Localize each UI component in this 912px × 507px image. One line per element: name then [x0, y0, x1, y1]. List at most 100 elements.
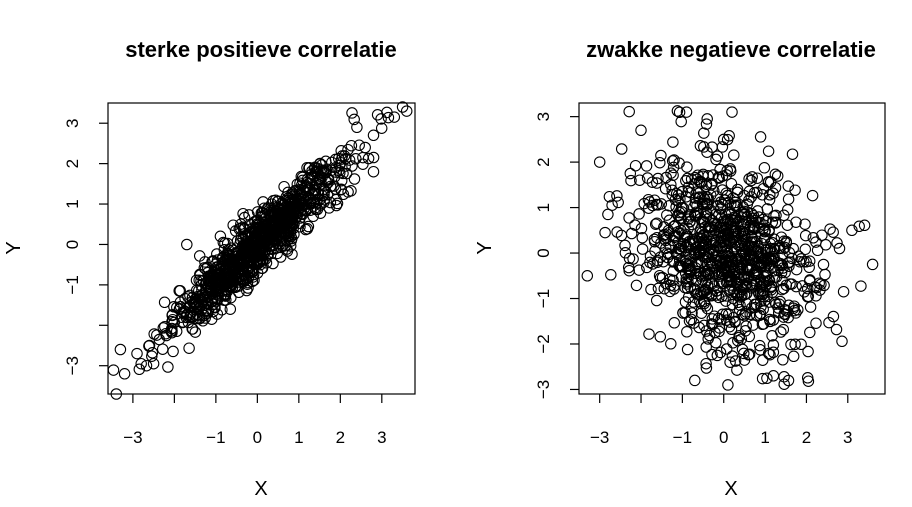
- data-point: [672, 195, 684, 207]
- data-point: [676, 185, 689, 198]
- data-point: [674, 193, 686, 205]
- data-point: [264, 230, 277, 243]
- data-point: [803, 261, 815, 274]
- data-point: [803, 275, 816, 287]
- data-point: [209, 301, 221, 314]
- data-point: [715, 313, 727, 326]
- data-point: [846, 224, 858, 237]
- data-point: [811, 244, 824, 257]
- data-point: [190, 274, 203, 286]
- data-point: [715, 196, 727, 208]
- data-point: [625, 174, 637, 187]
- data-point: [706, 348, 718, 361]
- data-point: [265, 243, 278, 256]
- data-point: [773, 242, 786, 254]
- data-point: [785, 278, 798, 290]
- y-tick-label: −3: [534, 380, 553, 399]
- data-point: [672, 243, 685, 255]
- data-point: [707, 244, 720, 257]
- y-axis: −3 −1 0 1 2 3: [63, 118, 108, 375]
- data-point: [335, 183, 347, 196]
- data-point: [330, 199, 343, 212]
- data-point: [715, 202, 727, 214]
- data-point: [755, 257, 768, 269]
- data-point: [682, 248, 695, 261]
- data-point: [665, 338, 677, 350]
- data-point: [745, 207, 758, 220]
- data-point: [636, 231, 649, 244]
- data-point: [337, 167, 349, 180]
- data-point: [652, 282, 665, 295]
- data-point: [680, 257, 693, 270]
- data-point: [151, 329, 163, 341]
- data-point: [688, 178, 701, 190]
- data-point: [695, 176, 707, 188]
- data-point: [146, 347, 159, 359]
- data-point: [725, 275, 738, 288]
- data-point: [216, 304, 228, 316]
- data-point: [721, 244, 733, 257]
- data-point: [274, 223, 286, 236]
- data-point: [720, 314, 733, 326]
- data-point: [667, 161, 680, 174]
- data-point: [396, 101, 409, 113]
- data-point: [718, 265, 731, 277]
- x-tick-label: 2: [802, 428, 811, 447]
- data-point: [720, 187, 733, 199]
- data-point: [640, 160, 653, 172]
- data-point: [658, 228, 671, 241]
- data-point: [702, 268, 714, 280]
- data-point: [741, 281, 753, 293]
- y-axis: −3 −2 −1 0 1 2 3: [534, 112, 579, 399]
- data-point: [688, 247, 701, 259]
- data-point: [635, 222, 648, 235]
- data-point: [760, 280, 772, 292]
- data-point: [763, 194, 776, 206]
- data-point: [769, 168, 782, 181]
- data-point: [719, 208, 732, 220]
- data-point: [790, 216, 802, 228]
- data-point: [282, 186, 294, 199]
- data-point: [649, 218, 662, 230]
- x-tick-label: 1: [760, 428, 769, 447]
- data-point: [730, 200, 742, 213]
- data-point: [357, 158, 369, 170]
- data-point: [783, 256, 796, 268]
- data-point: [777, 262, 789, 274]
- data-point: [741, 216, 753, 228]
- data-point: [654, 156, 666, 169]
- data-point: [782, 193, 795, 205]
- data-point: [189, 326, 202, 338]
- data-point: [744, 250, 756, 262]
- data-point: [269, 209, 282, 222]
- data-point: [599, 226, 611, 239]
- data-point: [612, 196, 624, 209]
- data-point: [602, 208, 614, 221]
- data-point: [330, 193, 342, 206]
- data-point: [700, 362, 713, 374]
- data-point: [221, 253, 234, 265]
- data-point: [698, 197, 711, 209]
- data-point: [707, 238, 720, 250]
- data-point: [758, 290, 770, 303]
- data-point: [246, 227, 258, 240]
- data-point: [177, 316, 189, 328]
- data-point: [810, 317, 822, 329]
- data-point: [174, 284, 186, 297]
- data-point: [719, 228, 732, 240]
- data-point: [655, 198, 668, 210]
- data-point: [696, 215, 709, 228]
- data-point: [343, 154, 356, 166]
- data-point: [738, 309, 751, 322]
- data-point: [858, 219, 871, 232]
- data-point: [745, 191, 758, 203]
- data-point: [721, 189, 734, 202]
- data-point: [667, 274, 679, 286]
- data-point: [285, 230, 297, 243]
- data-point: [726, 106, 738, 118]
- data-point: [281, 245, 294, 257]
- y-tick-label: −1: [63, 275, 82, 294]
- data-point: [697, 285, 709, 298]
- data-point: [753, 309, 766, 322]
- data-point: [636, 243, 649, 255]
